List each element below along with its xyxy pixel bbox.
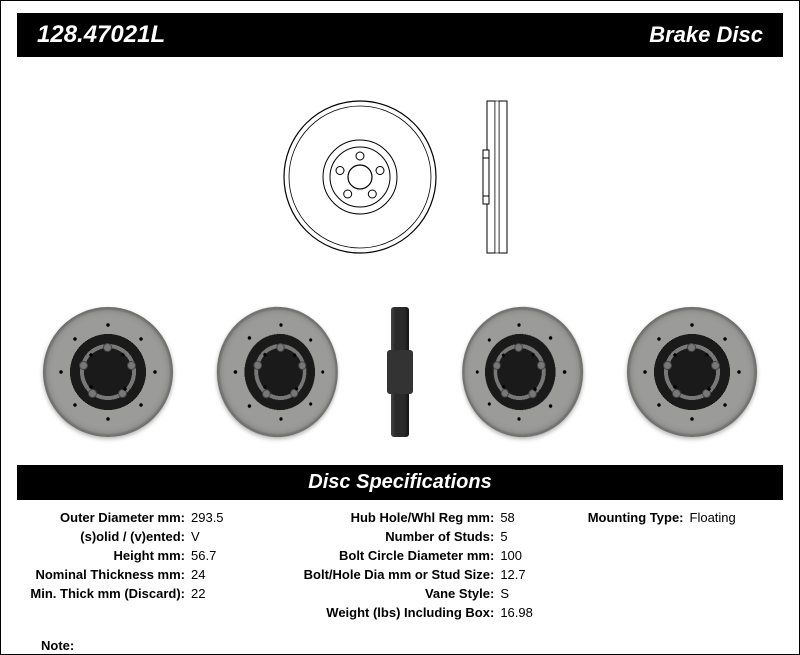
technical-diagram-area	[1, 77, 799, 277]
spec-row: Bolt/Hole Dia mm or Stud Size:12.7	[280, 567, 579, 582]
spec-value: V	[191, 529, 200, 544]
spec-label: Min. Thick mm (Discard):	[21, 586, 191, 601]
spec-label: Outer Diameter mm:	[21, 510, 191, 525]
spec-label: Weight (lbs) Including Box:	[280, 605, 500, 620]
spec-value: 22	[191, 586, 205, 601]
spec-section-title: Disc Specifications	[17, 465, 783, 500]
spec-row: Hub Hole/Whl Reg mm:58	[280, 510, 579, 525]
spec-row: Vane Style:S	[280, 586, 579, 601]
spec-label: Mounting Type:	[580, 510, 690, 525]
spec-value: 16.98	[500, 605, 533, 620]
note-label: Note:	[41, 638, 74, 653]
spec-label: Height mm:	[21, 548, 191, 563]
spec-value: Floating	[690, 510, 736, 525]
product-type: Brake Disc	[649, 22, 763, 48]
spec-row: Mounting Type:Floating	[580, 510, 779, 525]
spec-row: Bolt Circle Diameter mm:100	[280, 548, 579, 563]
product-photo-row	[1, 287, 799, 457]
part-number: 128.47021L	[37, 21, 165, 49]
spec-value: 12.7	[500, 567, 525, 582]
specs-area: Outer Diameter mm:293.5(s)olid / (v)ente…	[1, 500, 799, 620]
spec-row: Weight (lbs) Including Box:16.98	[280, 605, 579, 620]
spec-row: Min. Thick mm (Discard):22	[21, 586, 280, 601]
spec-label: Number of Studs:	[280, 529, 500, 544]
spec-label: Bolt/Hole Dia mm or Stud Size:	[280, 567, 500, 582]
spec-column-3: Mounting Type:Floating	[580, 510, 779, 620]
front-schematic-icon	[283, 100, 437, 254]
spec-column-2: Hub Hole/Whl Reg mm:58Number of Studs:5B…	[280, 510, 579, 620]
spec-label: Bolt Circle Diameter mm:	[280, 548, 500, 563]
spec-row: Number of Studs:5	[280, 529, 579, 544]
spec-value: 293.5	[191, 510, 224, 525]
spec-row: Outer Diameter mm:293.5	[21, 510, 280, 525]
spec-label: Vane Style:	[280, 586, 500, 601]
spec-label: (s)olid / (v)ented:	[21, 529, 191, 544]
note-row: Note:	[1, 620, 799, 653]
disc-photo-front	[43, 307, 173, 437]
spec-value: 56.7	[191, 548, 216, 563]
spec-column-1: Outer Diameter mm:293.5(s)olid / (v)ente…	[21, 510, 280, 620]
side-schematic-icon	[477, 100, 517, 254]
disc-photo-angled-2	[462, 303, 583, 441]
disc-photo-angled-1	[217, 303, 338, 441]
spec-row: (s)olid / (v)ented:V	[21, 529, 280, 544]
spec-label: Nominal Thickness mm:	[21, 567, 191, 582]
spec-row: Nominal Thickness mm:24	[21, 567, 280, 582]
spec-value: 24	[191, 567, 205, 582]
spec-row: Height mm:56.7	[21, 548, 280, 563]
disc-photo-edge	[389, 307, 411, 437]
spec-label: Hub Hole/Whl Reg mm:	[280, 510, 500, 525]
spec-value: 100	[500, 548, 522, 563]
spec-value: 5	[500, 529, 507, 544]
disc-photo-rear	[627, 307, 757, 437]
spec-value: 58	[500, 510, 514, 525]
spec-value: S	[500, 586, 509, 601]
header-bar: 128.47021L Brake Disc	[17, 13, 783, 57]
